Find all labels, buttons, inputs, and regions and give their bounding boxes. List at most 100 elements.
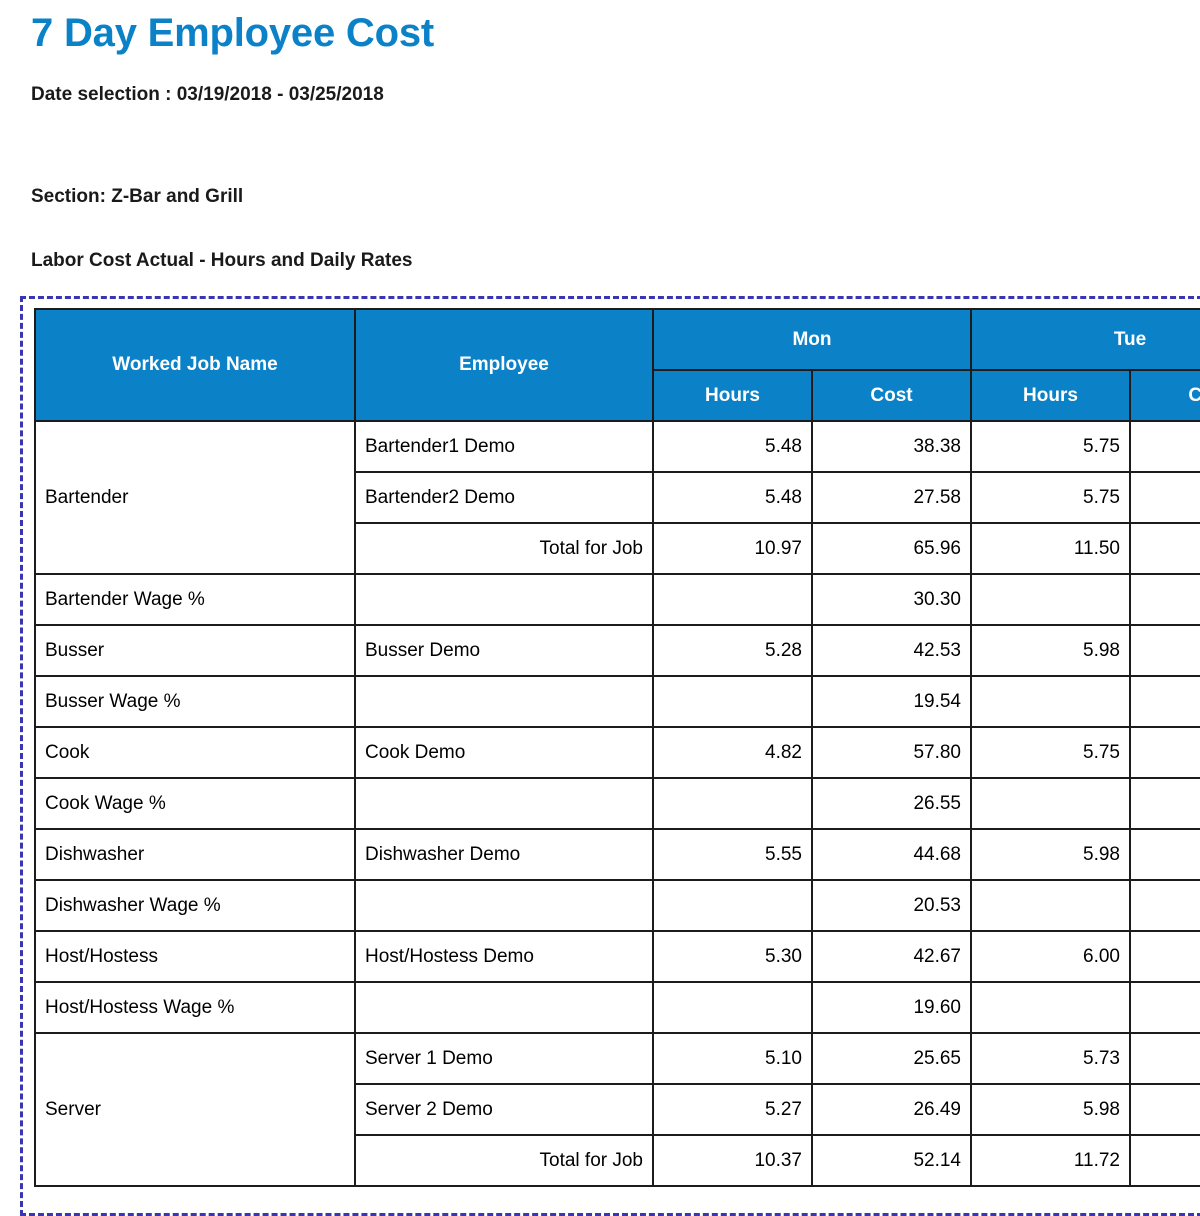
cell-employee	[354, 573, 654, 626]
table-row: Bartender Bartender1 Demo 5.48 38.38 5.75	[34, 420, 1200, 575]
table-header-row-sub: Hours Cost Hours Cost	[35, 369, 1200, 422]
table-header: Worked Job Name Employee Mon Tue Hours C…	[34, 308, 1200, 422]
cell-tue-cost	[1129, 573, 1200, 626]
section-label: Section: Z-Bar and Grill	[31, 186, 244, 207]
cell-mon-hours: 5.10	[652, 1032, 813, 1085]
cell-mon-hours: 4.82	[652, 726, 813, 779]
table-row: Host/Hostess Host/Hostess Demo 5.30 42.67 6.…	[34, 930, 1200, 983]
page-title: 7 Day Employee Cost	[31, 11, 435, 55]
cell-mon-cost: 19.60	[811, 981, 972, 1034]
table-row: Cook Wage % 26.55	[34, 777, 1200, 830]
cell-mon-cost: 44.68	[811, 828, 972, 881]
table-row: Server Server 1 Demo 5.10 25.65 5.73	[34, 1032, 1200, 1187]
cell-employee	[354, 777, 654, 830]
cell-employee: Server 1 Demo	[354, 1032, 654, 1085]
column-header-day-mon[interactable]: Mon	[652, 308, 972, 371]
cell-mon-hours	[652, 981, 813, 1034]
table-row: Server 2 Demo 5.27 26.49 5.98	[35, 1083, 1200, 1136]
cell-tue-cost	[1129, 522, 1200, 575]
table-row: Cook Cook Demo 4.82 57.80 5.75	[34, 726, 1200, 779]
cell-mon-cost: 26.49	[811, 1083, 972, 1136]
cell-mon-cost: 30.30	[811, 573, 972, 626]
cell-mon-cost: 52.14	[811, 1134, 972, 1187]
cell-mon-cost: 19.54	[811, 675, 972, 728]
cell-worked-job-name: Busser	[34, 624, 356, 677]
cell-tue-cost	[1129, 726, 1200, 779]
table-row: Dishwasher Dishwasher Demo 5.55 44.68 5.98	[34, 828, 1200, 881]
column-header-tue-hours[interactable]: Hours	[970, 369, 1131, 422]
cell-mon-cost: 20.53	[811, 879, 972, 932]
table-row: Host/Hostess Wage % 19.60	[34, 981, 1200, 1034]
cell-employee: Cook Demo	[354, 726, 654, 779]
cell-tue-hours: 5.75	[970, 420, 1131, 473]
cell-mon-cost: 38.38	[811, 420, 972, 473]
cell-mon-cost: 65.96	[811, 522, 972, 575]
cell-tue-hours: 5.75	[970, 726, 1131, 779]
cell-tue-cost	[1129, 420, 1200, 473]
cell-tue-hours	[970, 879, 1131, 932]
cell-employee: Dishwasher Demo	[354, 828, 654, 881]
cell-tue-cost	[1129, 624, 1200, 677]
cell-employee: Host/Hostess Demo	[354, 930, 654, 983]
cell-worked-job-name: Host/Hostess	[34, 930, 356, 983]
table-body: Bartender Bartender1 Demo 5.48 38.38 5.75 Bar…	[34, 420, 1200, 1187]
column-header-day-tue[interactable]: Tue	[970, 308, 1200, 371]
cell-worked-job-name: Bartender	[34, 420, 356, 575]
table-row: Busser Busser Demo 5.28 42.53 5.98	[34, 624, 1200, 677]
cell-worked-job-name: Busser Wage %	[34, 675, 356, 728]
cell-tue-cost	[1129, 471, 1200, 524]
table-row: Busser Wage % 19.54	[34, 675, 1200, 728]
cell-tue-hours: 5.98	[970, 828, 1131, 881]
cell-tue-hours: 5.98	[970, 1083, 1131, 1136]
cell-tue-hours	[970, 981, 1131, 1034]
cell-mon-hours: 5.55	[652, 828, 813, 881]
date-selection-label: Date selection : 03/19/2018 - 03/25/2018	[31, 84, 384, 105]
table-row: Bartender2 Demo 5.48 27.58 5.75	[35, 471, 1200, 524]
column-header-mon-hours[interactable]: Hours	[652, 369, 813, 422]
cell-worked-job-name: Dishwasher	[34, 828, 356, 881]
cell-worked-job-name: Host/Hostess Wage %	[34, 981, 356, 1034]
column-header-employee[interactable]: Employee	[354, 308, 654, 422]
cell-mon-hours: 10.97	[652, 522, 813, 575]
cell-tue-hours: 11.50	[970, 522, 1131, 575]
cell-tue-cost	[1129, 675, 1200, 728]
cell-worked-job-name: Dishwasher Wage %	[34, 879, 356, 932]
cell-mon-hours	[652, 675, 813, 728]
cell-employee	[354, 675, 654, 728]
cell-employee: Bartender2 Demo	[354, 471, 654, 524]
cell-tue-hours	[970, 675, 1131, 728]
cell-mon-cost: 25.65	[811, 1032, 972, 1085]
cell-tue-cost	[1129, 981, 1200, 1034]
cell-mon-hours: 5.48	[652, 420, 813, 473]
cell-tue-cost	[1129, 930, 1200, 983]
cell-employee	[354, 981, 654, 1034]
cell-tue-hours: 6.00	[970, 930, 1131, 983]
table-row: Total for Job 10.37 52.14 11.72	[35, 1134, 1200, 1187]
cell-mon-hours	[652, 879, 813, 932]
cell-mon-cost: 27.58	[811, 471, 972, 524]
cell-mon-hours: 5.27	[652, 1083, 813, 1136]
cell-tue-hours	[970, 573, 1131, 626]
table-row: Total for Job 10.97 65.96 11.50	[35, 522, 1200, 575]
cell-tue-cost	[1129, 828, 1200, 881]
report-subtitle: Labor Cost Actual - Hours and Daily Rate…	[31, 250, 413, 271]
cell-tue-hours: 5.98	[970, 624, 1131, 677]
column-header-tue-cost[interactable]: Cost	[1129, 369, 1200, 422]
cell-tue-cost	[1129, 1134, 1200, 1187]
cell-employee: Busser Demo	[354, 624, 654, 677]
column-header-worked-job-name[interactable]: Worked Job Name	[34, 308, 356, 422]
cell-tue-hours: 11.72	[970, 1134, 1131, 1187]
cell-mon-cost: 42.67	[811, 930, 972, 983]
cell-employee: Bartender1 Demo	[354, 420, 654, 473]
cell-tue-hours	[970, 777, 1131, 830]
cell-worked-job-name: Server	[34, 1032, 356, 1187]
cell-employee	[354, 879, 654, 932]
cell-worked-job-name: Bartender Wage %	[34, 573, 356, 626]
cell-mon-hours: 10.37	[652, 1134, 813, 1187]
column-header-mon-cost[interactable]: Cost	[811, 369, 972, 422]
cell-worked-job-name: Cook Wage %	[34, 777, 356, 830]
cell-mon-hours	[652, 777, 813, 830]
table-row: Bartender Wage % 30.30	[34, 573, 1200, 626]
table-row: Dishwasher Wage % 20.53	[34, 879, 1200, 932]
cell-tue-cost	[1129, 1083, 1200, 1136]
